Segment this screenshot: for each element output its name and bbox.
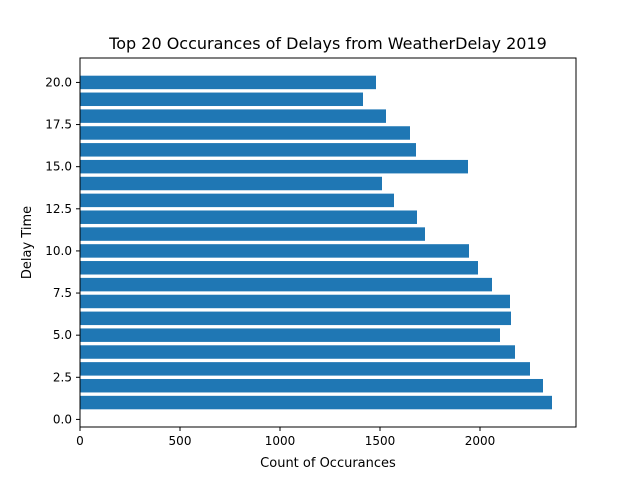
bar-delay-20 (80, 75, 376, 90)
bar-delay-9 (80, 261, 478, 275)
bar-delay-17 (80, 126, 410, 140)
x-tick-label: 1000 (265, 434, 296, 448)
y-tick-label: 20.0 (45, 75, 72, 89)
y-tick-label: 7.5 (53, 286, 72, 300)
plot-frame (79, 57, 577, 428)
bar-delay-18 (80, 109, 386, 123)
bar-delay-15 (80, 159, 468, 174)
bar-delay-11 (80, 227, 425, 241)
x-tick-label: 1500 (365, 434, 396, 448)
y-tick-label: 17.5 (45, 118, 72, 132)
bar-delay-14 (80, 176, 382, 191)
bar-delay-13 (80, 193, 394, 208)
chart-title: Top 20 Occurances of Delays from Weather… (108, 34, 547, 53)
bar-delay-8 (80, 277, 492, 292)
y-tick-label: 15.0 (45, 160, 72, 174)
x-axis-ticks: 0 500 1000 1500 2000 (76, 427, 495, 448)
y-tick-label: 2.5 (53, 370, 72, 384)
x-axis-label: Count of Occurances (260, 456, 396, 471)
y-axis-ticks: 0.0 2.5 5.0 7.5 10.0 12.5 15.0 17.5 20.0 (45, 75, 80, 426)
x-tick-label: 0 (76, 434, 84, 448)
y-tick-label: 5.0 (53, 328, 72, 342)
y-tick-label: 10.0 (45, 244, 72, 258)
bar-delay-4 (80, 345, 515, 359)
x-tick-label: 2000 (465, 434, 496, 448)
y-tick-label: 12.5 (45, 202, 72, 216)
bar-delay-10 (80, 244, 469, 258)
bar-delay-16 (80, 143, 416, 157)
bar-delay-5 (80, 328, 500, 342)
bars-group (80, 75, 552, 410)
y-axis-label: Delay Time (20, 206, 35, 279)
y-tick-label: 0.0 (53, 412, 72, 426)
bar-delay-6 (80, 311, 511, 326)
bar-delay-19 (80, 92, 363, 107)
bar-delay-1 (80, 395, 552, 410)
bar-delay-12 (80, 210, 417, 224)
bar-delay-3 (80, 362, 530, 376)
bar-delay-7 (80, 294, 510, 309)
bar-delay-2 (80, 378, 543, 393)
x-tick-label: 500 (169, 434, 192, 448)
